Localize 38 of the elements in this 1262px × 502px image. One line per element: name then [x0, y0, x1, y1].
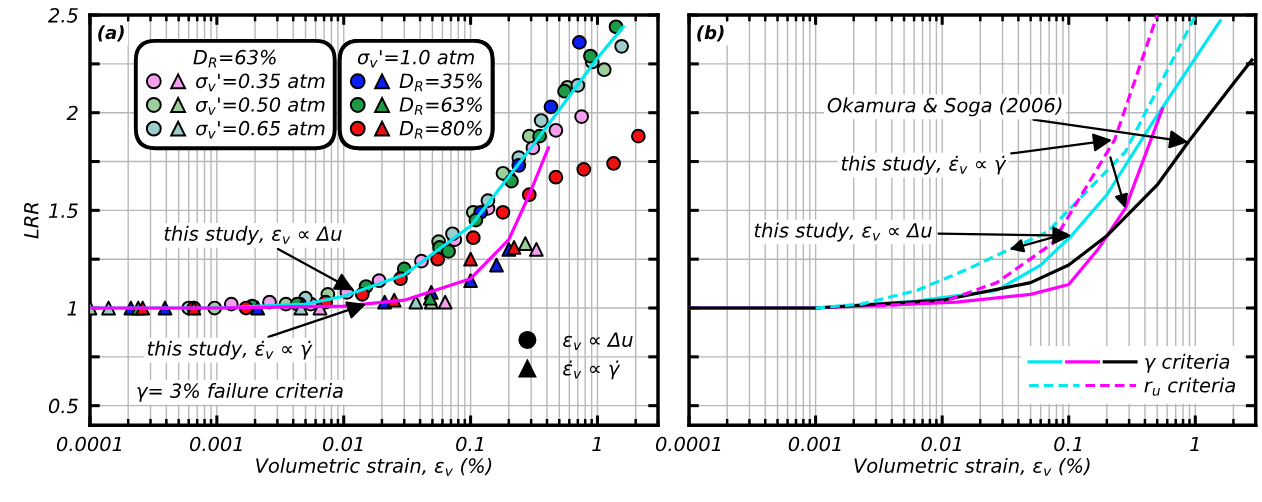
x-tick-label: 0.0001: [56, 436, 122, 452]
legend-label: σ$_{v}$'=0.50 atm: [196, 97, 325, 115]
x-tick-label: 1: [592, 436, 601, 452]
text: (a): [98, 25, 124, 42]
legend-label: σ$_{v}$'=0.35 atm: [196, 73, 325, 92]
x-tick-label: 1: [1190, 436, 1199, 452]
legend-label: r$_{u}$ criteria: [1144, 377, 1235, 396]
annotation: Okamura & Soga (2006): [827, 97, 1062, 117]
y-axis-title: LRR: [24, 203, 39, 239]
x-axis-title: Volumetric strain, ε$_{v}$ (%): [854, 457, 1090, 476]
annotation: this study, ε̇$_{v}$ ∝ γ̇: [841, 155, 1007, 175]
annotation: this study, ε$_{v}$ ∝ Δu: [164, 225, 342, 245]
annotation: ε̇$_{v}$ ∝ γ̇: [563, 360, 621, 380]
x-tick-label: 0.001: [189, 436, 242, 452]
x-tick-label: 0.0001: [656, 436, 721, 452]
text: D$_{R}$=63%: [193, 49, 276, 68]
x-tick-label: 0.01: [323, 436, 363, 452]
legend-label: D$_{R}$=63%: [399, 97, 482, 115]
y-tick-label: 1: [67, 301, 76, 316]
annotation: this study, ε$_{v}$ ∝ Δu: [754, 222, 932, 242]
x-tick-label: 0.01: [921, 436, 961, 452]
annotation: ε$_{v}$ ∝ Δu: [563, 332, 633, 350]
y-tick-label: 1.5: [48, 203, 78, 219]
annotation: γ= 3% failure criteria: [137, 382, 343, 402]
legend-label: γ criteria: [1145, 353, 1230, 373]
x-tick-label: 0.1: [456, 436, 484, 452]
y-tick-label: 0.5: [48, 398, 78, 414]
x-tick-label: 0.001: [788, 436, 841, 452]
legend-label: D$_{R}$=35%: [399, 73, 482, 92]
y-tick-label: 2.5: [48, 8, 78, 23]
x-tick-label: 0.1: [1054, 436, 1082, 452]
y-tick-label: 2: [66, 105, 78, 121]
legend-label: D$_{R}$=80%: [399, 120, 482, 139]
text: (b): [697, 25, 724, 42]
legend-label: σ$_{v}$'=0.65 atm: [196, 120, 325, 139]
text: σ$_{v}$'=1.0 atm: [357, 49, 474, 68]
x-axis-title: Volumetric strain, ε$_{v}$ (%): [256, 457, 492, 476]
annotation: this study, ε̇$_{v}$ ∝ γ̇: [147, 340, 313, 360]
